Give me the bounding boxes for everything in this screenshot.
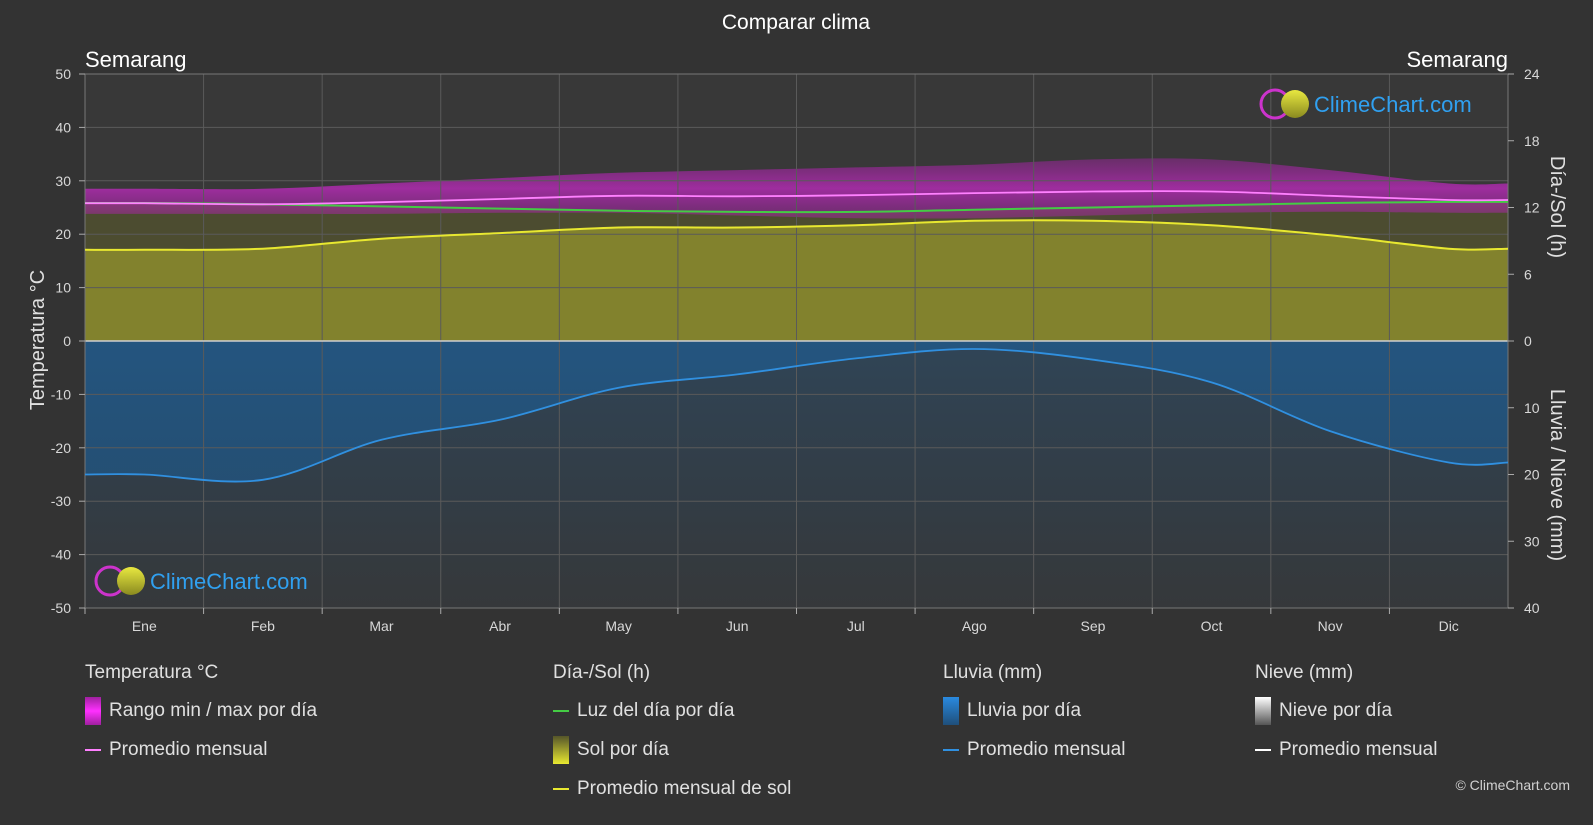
legend-label: Promedio mensual (109, 738, 268, 760)
right-axis-bottom-tick-label: 40 (1524, 600, 1540, 616)
legend-item: Promedio mensual (943, 737, 1125, 762)
legend-label: Nieve por día (1279, 699, 1393, 721)
legend-label: Lluvia por día (967, 699, 1082, 721)
chart-title: Comparar clima (722, 11, 871, 34)
watermark-logo-bottom: ClimeChart.com (94, 565, 308, 597)
right-axis-label-bottom: Lluvia / Nieve (mm) (1546, 389, 1568, 561)
logo-sun-icon (1281, 90, 1309, 118)
x-axis-tick-label: Oct (1201, 618, 1223, 634)
temp-range-swatch-icon (85, 696, 101, 725)
right-axis-top-tick-label: 12 (1524, 200, 1540, 216)
legend-rain: Lluvia (mm) Lluvia por día Promedio mens… (943, 662, 1125, 776)
copyright: © ClimeChart.com (1455, 777, 1570, 793)
temp-avg-line (84, 190, 1509, 206)
x-axis-tick-label: Feb (251, 618, 275, 634)
left-axis-label: Temperatura °C (27, 270, 49, 410)
right-axis-top-tick-label: 24 (1524, 66, 1540, 82)
rain-avg-line (84, 348, 1509, 483)
x-axis-tick-label: Jul (847, 618, 865, 634)
plot-area: 50 40 30 20 10 0 -10 -20 -30 -40 -50 24 18 12 6 0 10 20 30… (51, 66, 1540, 634)
right-axis-top-tick-label: 6 (1524, 266, 1532, 282)
legend-item: Promedio mensual (1255, 737, 1437, 762)
legend-item: Luz del día por día (553, 698, 791, 723)
x-axis-tick-label: Jun (726, 618, 749, 634)
x-axis-tick-label: Abr (489, 618, 511, 634)
legend-item: Rango min / max por día (85, 696, 318, 725)
right-axis-bottom-tick-label: 30 (1524, 533, 1540, 549)
right-axis-bottom-tick-label: 10 (1524, 400, 1540, 416)
legend-item: Sol por día (553, 735, 791, 764)
left-axis-tick-label: -30 (51, 493, 71, 509)
location-right: Semarang (1406, 47, 1508, 72)
left-axis-tick-label: 20 (55, 226, 71, 242)
legend-label: Promedio mensual de sol (577, 777, 792, 799)
left-axis-tick-label: 0 (63, 333, 71, 349)
snow-swatch-icon (1255, 696, 1271, 725)
sun-avg-line (84, 219, 1509, 251)
left-axis-tick-label: -40 (51, 547, 71, 563)
watermark-text-bottom: ClimeChart.com (150, 569, 308, 594)
legend-item: Nieve por día (1255, 696, 1437, 725)
left-axis-tick-label: 10 (55, 280, 71, 296)
right-axis-top-tick-label: 18 (1524, 133, 1540, 149)
sun-avg-line-icon (553, 787, 569, 790)
legend-label: Promedio mensual (967, 738, 1126, 760)
legend-snow: Nieve (mm) Nieve por día Promedio mensua… (1255, 662, 1437, 776)
legend-item: Lluvia por día (943, 696, 1125, 725)
left-axis-tick-label: -50 (51, 600, 71, 616)
x-axis-tick-label: Dic (1439, 618, 1459, 634)
legend-temperature: Temperatura °C Rango min / max por día P… (85, 662, 317, 776)
snow-avg-line-icon (1255, 748, 1271, 751)
legend-daylight: Día-/Sol (h) Luz del día por día Sol por… (553, 662, 791, 815)
watermark-text-top: ClimeChart.com (1314, 92, 1472, 117)
temp-avg-line-icon (85, 748, 101, 751)
left-axis-tick-label: 30 (55, 173, 71, 189)
left-axis-tick-label: 50 (55, 66, 71, 82)
legend-item: Promedio mensual (85, 737, 317, 762)
x-axis-tick-label: Mar (369, 618, 393, 634)
legend-label: Rango min / max por día (109, 699, 318, 721)
legend-heading: Temperatura °C (85, 662, 219, 683)
watermark-logo-top: ClimeChart.com (1259, 88, 1472, 120)
left-axis-tick-label: -20 (51, 440, 71, 456)
logo-sun-icon (117, 567, 145, 595)
daylight-line-icon (553, 709, 569, 712)
left-axis-tick-label: 40 (55, 119, 71, 135)
legend-item: Promedio mensual de sol (553, 776, 791, 801)
x-axis-tick-label: May (605, 618, 631, 634)
location-left: Semarang (85, 47, 187, 72)
x-axis-tick-label: Ene (132, 618, 157, 634)
legend-heading: Lluvia (mm) (943, 662, 1043, 683)
x-axis-tick-label: Nov (1318, 618, 1343, 634)
left-axis-tick-label: -10 (51, 386, 71, 402)
right-axis-top-tick-label: 0 (1524, 333, 1532, 349)
x-axis-tick-label: Ago (962, 618, 987, 634)
sun-swatch-icon (553, 735, 569, 764)
legend-label: Luz del día por día (577, 699, 735, 721)
legend-label: Promedio mensual (1279, 738, 1438, 760)
legend-heading: Nieve (mm) (1255, 662, 1354, 683)
legend-label: Sol por día (577, 738, 669, 760)
rain-avg-line-icon (943, 748, 959, 751)
rain-swatch-icon (943, 696, 959, 725)
x-axis-tick-label: Sep (1080, 618, 1105, 634)
legend-heading: Día-/Sol (h) (553, 662, 651, 683)
right-axis-label-top: Día-/Sol (h) (1546, 156, 1568, 258)
right-axis-bottom-tick-label: 20 (1524, 467, 1540, 483)
